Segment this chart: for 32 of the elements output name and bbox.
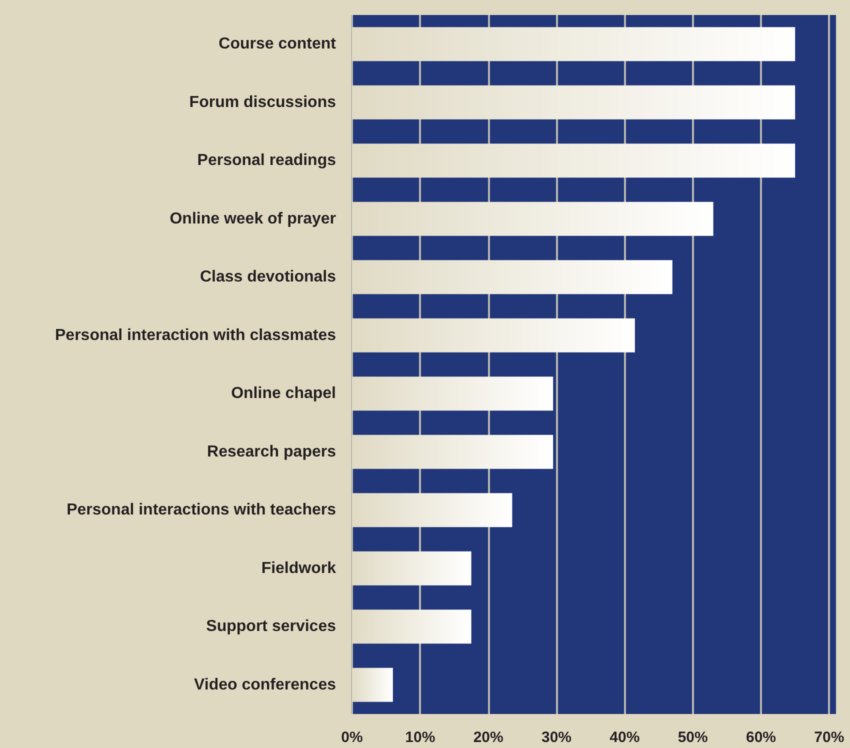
x-tick-label: 40% <box>610 729 640 746</box>
y-tick-label: Fieldwork <box>261 560 336 577</box>
x-tick-label: 20% <box>473 729 504 746</box>
bar <box>352 493 512 528</box>
bar <box>352 202 714 236</box>
bar <box>352 376 554 411</box>
bar <box>352 610 472 644</box>
bar <box>352 260 672 294</box>
bar <box>352 434 554 469</box>
bar <box>352 318 635 352</box>
bar <box>352 27 796 62</box>
y-tick-label: Forum discussions <box>189 94 336 111</box>
x-tick-label: 50% <box>678 729 708 746</box>
bar <box>352 144 796 178</box>
bar <box>352 85 796 120</box>
y-tick-label: Personal readings <box>197 152 336 170</box>
x-tick-label: 70% <box>814 729 844 746</box>
y-tick-label: Class devotionals <box>200 268 336 286</box>
y-tick-label: Online chapel <box>231 385 336 402</box>
y-tick-label: Research papers <box>207 443 336 460</box>
bar <box>352 551 472 586</box>
x-tick-label: 0% <box>341 729 363 746</box>
y-tick-label: Personal interaction with classmates <box>55 326 336 344</box>
y-tick-label: Online week of prayer <box>170 210 336 228</box>
x-tick-label: 30% <box>541 729 572 746</box>
bar <box>352 668 393 702</box>
y-tick-label: Video conferences <box>194 676 336 694</box>
y-tick-label: Support services <box>206 618 336 636</box>
y-tick-label: Personal interactions with teachers <box>66 502 336 519</box>
x-tick-label: 10% <box>405 729 436 746</box>
x-tick-label: 60% <box>746 729 776 746</box>
y-tick-label: Course content <box>218 36 337 53</box>
